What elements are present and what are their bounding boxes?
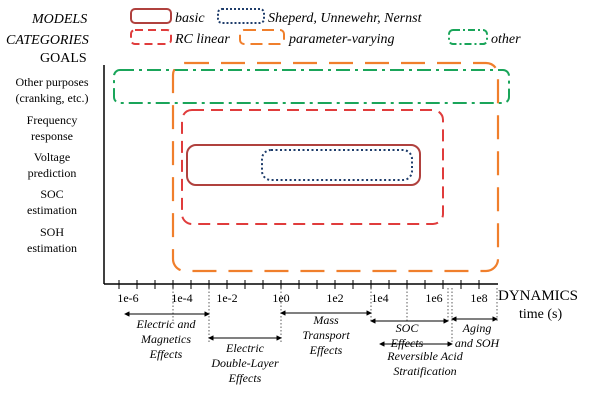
legend-label-sheperd: Sheperd, Unnewehr, Nernst — [268, 11, 423, 26]
region-other — [113, 69, 510, 104]
goal-label-soh-line2: estimation — [27, 241, 77, 255]
effect-label-aging-line1: Aging — [462, 321, 492, 335]
region-rc-linear — [181, 109, 444, 225]
effect-label-double-layer-line3: Effects — [228, 371, 262, 385]
x-tick-label-1e-4: 1e-4 — [171, 291, 192, 305]
x-tick-label-1e-6: 1e-6 — [117, 291, 138, 305]
x-axis-ticks — [118, 280, 480, 289]
legend-swatch-sheperd — [217, 8, 265, 24]
legend-label-rc-linear: RC linear — [174, 32, 230, 47]
x-tick-label-1e6: 1e6 — [425, 291, 442, 305]
legend-swatch-parameter-varying — [239, 29, 285, 45]
x-tick-labels: 1e-6 1e-4 1e-2 1e0 1e2 1e4 1e6 1e8 — [117, 291, 487, 305]
goal-label-soc-line1: SOC — [40, 187, 63, 201]
effect-label-electric-magnetics-line3: Effects — [149, 347, 183, 361]
legend-label-parameter-varying: parameter-varying — [288, 32, 394, 47]
legend-categories-label: CATEGORIES — [6, 33, 89, 48]
region-parameter-varying — [171, 61, 500, 273]
legend-swatch-other — [448, 29, 488, 45]
goal-label-voltage-line1: Voltage — [34, 150, 70, 164]
legend-swatch-rc-linear — [130, 29, 172, 45]
region-basic — [186, 144, 421, 186]
x-tick-label-1e2: 1e2 — [326, 291, 343, 305]
goal-label-other-purposes-line1: Other purposes — [16, 75, 89, 89]
goal-label-voltage-line2: prediction — [28, 166, 77, 180]
effect-labels: Electric and Magnetics Effects Electric … — [136, 313, 501, 385]
effect-label-electric-magnetics-line2: Magnetics — [140, 332, 191, 346]
x-tick-label-1e-2: 1e-2 — [216, 291, 237, 305]
effect-label-stratification-line2: Stratification — [393, 364, 456, 378]
x-axis-title: DYNAMICS — [498, 288, 578, 304]
goal-label-soh-line1: SOH — [40, 225, 64, 239]
goals-axis-title: GOALS — [40, 51, 87, 66]
effect-label-mass-transport-line3: Effects — [309, 343, 343, 357]
goal-label-frequency-line2: response — [31, 129, 73, 143]
legend-models-label: MODELS — [31, 12, 87, 27]
x-tick-label-1e4: 1e4 — [371, 291, 388, 305]
effect-label-soc-line2: Effects — [390, 336, 424, 350]
effect-label-mass-transport-line2: Transport — [302, 328, 350, 342]
x-tick-label-1e0: 1e0 — [272, 291, 289, 305]
region-sheperd-unnewehr-nernst — [261, 149, 413, 181]
goal-labels: Other purposes (cranking, etc.) Frequenc… — [16, 75, 89, 255]
legend-label-other: other — [491, 32, 521, 47]
goal-label-other-purposes-line2: (cranking, etc.) — [16, 91, 89, 105]
effect-label-mass-transport-line1: Mass — [312, 313, 339, 327]
goal-label-soc-line2: estimation — [27, 203, 77, 217]
effect-label-soc-line1: SOC — [396, 321, 420, 335]
effect-label-double-layer-line2: Double-Layer — [210, 356, 279, 370]
x-axis-unit: time (s) — [519, 307, 562, 322]
effect-label-stratification-line1: Reversible Acid — [386, 349, 463, 363]
legend-label-basic: basic — [175, 11, 205, 26]
legend-swatch-basic — [130, 8, 172, 24]
effect-label-double-layer-line1: Electric — [225, 341, 265, 355]
goal-label-frequency-line1: Frequency — [27, 113, 78, 127]
effect-range-arrows — [124, 310, 498, 347]
effect-label-aging-line2: and SOH — [455, 336, 501, 350]
x-tick-label-1e8: 1e8 — [470, 291, 487, 305]
effect-label-electric-magnetics-line1: Electric and — [136, 317, 197, 331]
